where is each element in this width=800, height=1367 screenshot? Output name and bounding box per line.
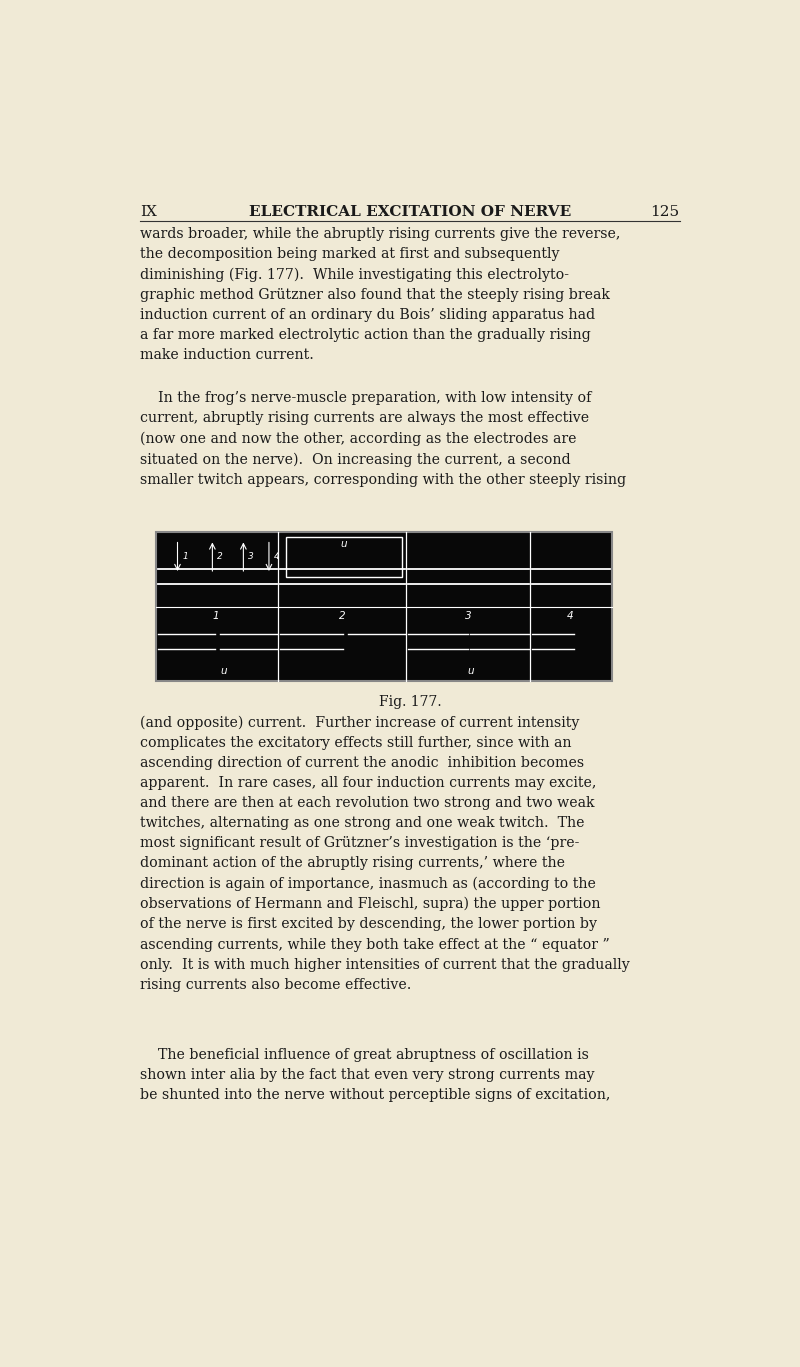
Text: 3: 3 — [465, 611, 471, 621]
Text: Fig. 177.: Fig. 177. — [378, 696, 442, 709]
Text: u: u — [341, 539, 347, 548]
Text: 2: 2 — [338, 611, 345, 621]
Text: 4: 4 — [567, 611, 574, 621]
Text: (and opposite) current.  Further increase of current intensity
complicates the e: (and opposite) current. Further increase… — [140, 715, 630, 991]
Text: In the frog’s nerve-muscle preparation, with low intensity of
current, abruptly : In the frog’s nerve-muscle preparation, … — [140, 391, 626, 487]
Text: The beneficial influence of great abruptness of oscillation is
shown inter alia : The beneficial influence of great abrupt… — [140, 1048, 610, 1102]
Text: u: u — [467, 666, 474, 675]
Text: ELECTRICAL EXCITATION OF NERVE: ELECTRICAL EXCITATION OF NERVE — [249, 205, 571, 219]
Text: wards broader, while the abruptly rising currents give the reverse,
the decompos: wards broader, while the abruptly rising… — [140, 227, 621, 362]
Text: 2: 2 — [218, 552, 223, 562]
Text: 125: 125 — [650, 205, 680, 219]
Bar — [286, 537, 402, 577]
Text: IX: IX — [140, 205, 157, 219]
Text: 4: 4 — [274, 552, 280, 562]
Text: 1: 1 — [182, 552, 188, 562]
Text: 3: 3 — [248, 552, 254, 562]
Text: u: u — [221, 666, 227, 675]
Text: 1: 1 — [213, 611, 219, 621]
Bar — [156, 532, 611, 682]
